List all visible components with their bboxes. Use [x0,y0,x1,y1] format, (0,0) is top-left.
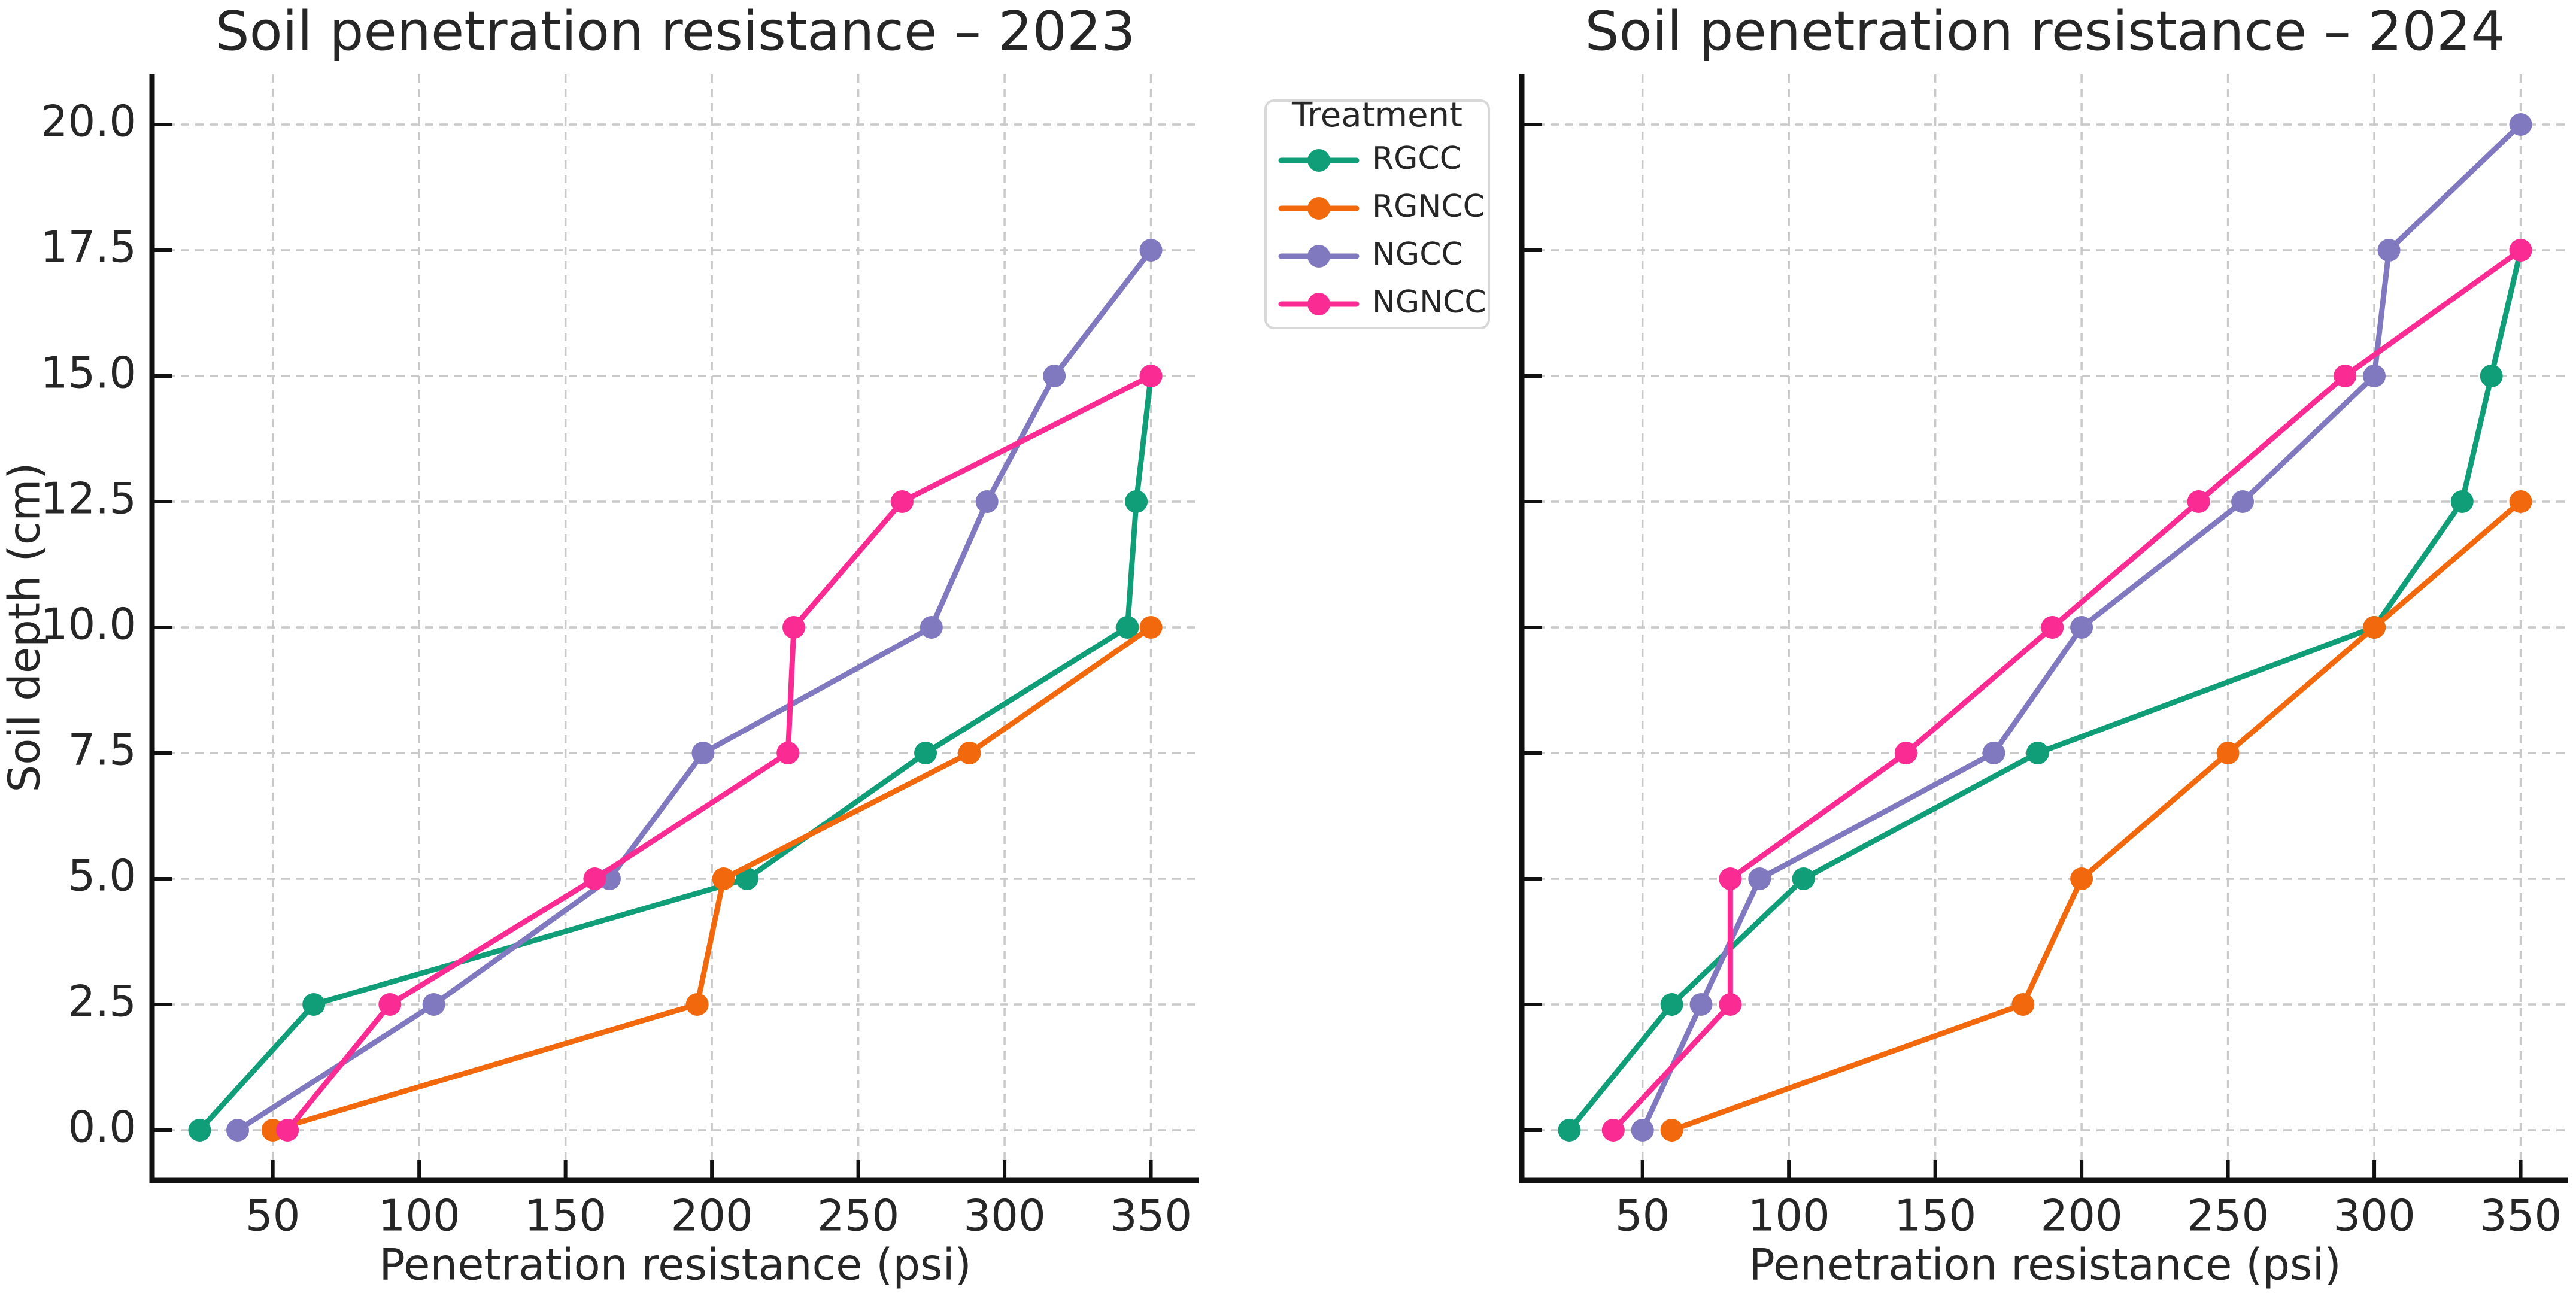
series-line-rgcc [1566,247,2524,1133]
series-marker-ngcc [1631,1119,1654,1142]
x-tick-label: 250 [817,1191,899,1241]
series-marker-ngcc [1139,239,1163,262]
y-axis-label: Soil depth (cm) [0,462,50,792]
series-marker-ngncc [776,742,800,764]
series-marker-ngcc [2231,490,2255,513]
legend-item-label: RGNCC [1372,189,1485,224]
series-marker-rgcc [735,867,758,890]
series-marker-ngcc [691,742,715,764]
legend-item-label: NGCC [1372,236,1463,272]
series-marker-ngncc [1601,1119,1625,1142]
legend-title: Treatment [1291,96,1463,135]
series-line-ngncc [1610,247,2524,1133]
y-tick-label: 10.0 [41,599,136,649]
series-marker-ngncc [583,867,606,890]
series-line-ngcc [235,247,1154,1133]
series-marker-ngncc [2334,365,2357,387]
x-tick-label: 200 [670,1191,753,1241]
series-marker-rgncc [2363,616,2386,639]
series-marker-rgncc [685,993,709,1016]
x-tick-label: 150 [1894,1191,1976,1241]
legend-item-label: NGNCC [1372,284,1486,320]
series-marker-ngcc [1748,867,1771,890]
series-marker-rgcc [2026,742,2049,764]
series-marker-rgcc [1660,993,1683,1016]
series-marker-rgcc [1116,616,1139,639]
y-tick-label: 17.5 [41,222,136,272]
x-axis-label: Penetration resistance (psi) [1749,1240,2341,1290]
series-marker-ngcc [1982,742,2005,764]
series-marker-ngcc [2377,239,2401,262]
series-marker-ngcc [1043,365,1066,387]
series-marker-ngncc [2041,616,2064,639]
series-marker-ngncc [1719,867,1742,890]
chart-title-2024: Soil penetration resistance – 2024 [1585,0,2505,63]
series-marker-ngcc [2363,365,2386,387]
chart-title-2023: Soil penetration resistance – 2023 [216,0,1136,63]
series-marker-rgncc [2070,867,2093,890]
x-tick-label: 300 [2333,1191,2415,1241]
series-marker-ngncc [1894,742,1917,764]
series-marker-rgncc [958,742,981,764]
series-marker-ngcc [975,490,999,513]
series-marker-rgcc [2480,365,2503,387]
y-tick-label: 20.0 [41,96,136,147]
series-marker-rgncc [1660,1119,1683,1142]
series-marker-ngcc [422,993,445,1016]
series-marker-rgcc [1792,867,1815,890]
x-tick-label: 150 [524,1191,606,1241]
series-marker-rgncc [2216,742,2240,764]
series-marker-ngcc [1689,993,1713,1016]
legend-item-label: RGCC [1372,141,1461,177]
series-marker-rgncc [1139,616,1163,639]
y-tick-label: 15.0 [41,348,136,398]
legend-marker-rgncc [1307,197,1330,220]
x-tick-label: 50 [245,1191,301,1241]
legend-marker-ngncc [1307,293,1330,315]
x-axis-label: Penetration resistance (psi) [379,1240,971,1290]
series-marker-ngncc [1719,993,1742,1016]
series-marker-rgcc [914,742,937,764]
series-marker-rgcc [188,1119,211,1142]
series-marker-ngncc [378,993,402,1016]
x-tick-label: 300 [963,1191,1045,1241]
series-marker-ngncc [2509,239,2532,262]
series-marker-rgcc [2450,490,2474,513]
legend-marker-rgcc [1307,149,1330,172]
y-tick-label: 5.0 [68,851,136,901]
series-marker-rgcc [1125,490,1148,513]
x-tick-label: 100 [1747,1191,1829,1241]
series-marker-rgncc [2011,993,2035,1016]
series-marker-ngncc [2187,490,2210,513]
x-tick-label: 200 [2040,1191,2122,1241]
y-tick-label: 0.0 [68,1102,136,1152]
x-tick-label: 350 [2480,1191,2562,1241]
series-marker-ngcc [2509,113,2532,136]
series-marker-rgncc [2509,490,2532,513]
x-tick-label: 350 [1110,1191,1192,1241]
y-tick-label: 2.5 [68,976,136,1027]
series-marker-ngcc [226,1119,250,1142]
series-marker-ngncc [1139,365,1163,387]
series-line-rgncc [1669,499,2524,1133]
series-marker-ngcc [920,616,943,639]
series-marker-ngncc [276,1119,299,1142]
series-marker-rgncc [712,867,735,890]
y-tick-label: 12.5 [41,474,136,524]
y-tick-label: 7.5 [68,725,136,775]
series-marker-rgcc [302,993,326,1016]
x-tick-label: 50 [1615,1191,1670,1241]
x-tick-label: 250 [2187,1191,2269,1241]
series-marker-rgcc [1558,1119,1581,1142]
legend-marker-ngcc [1307,245,1330,268]
series-marker-ngcc [2070,616,2093,639]
x-tick-label: 100 [378,1191,460,1241]
series-marker-ngncc [890,490,914,513]
series-marker-ngncc [782,616,806,639]
